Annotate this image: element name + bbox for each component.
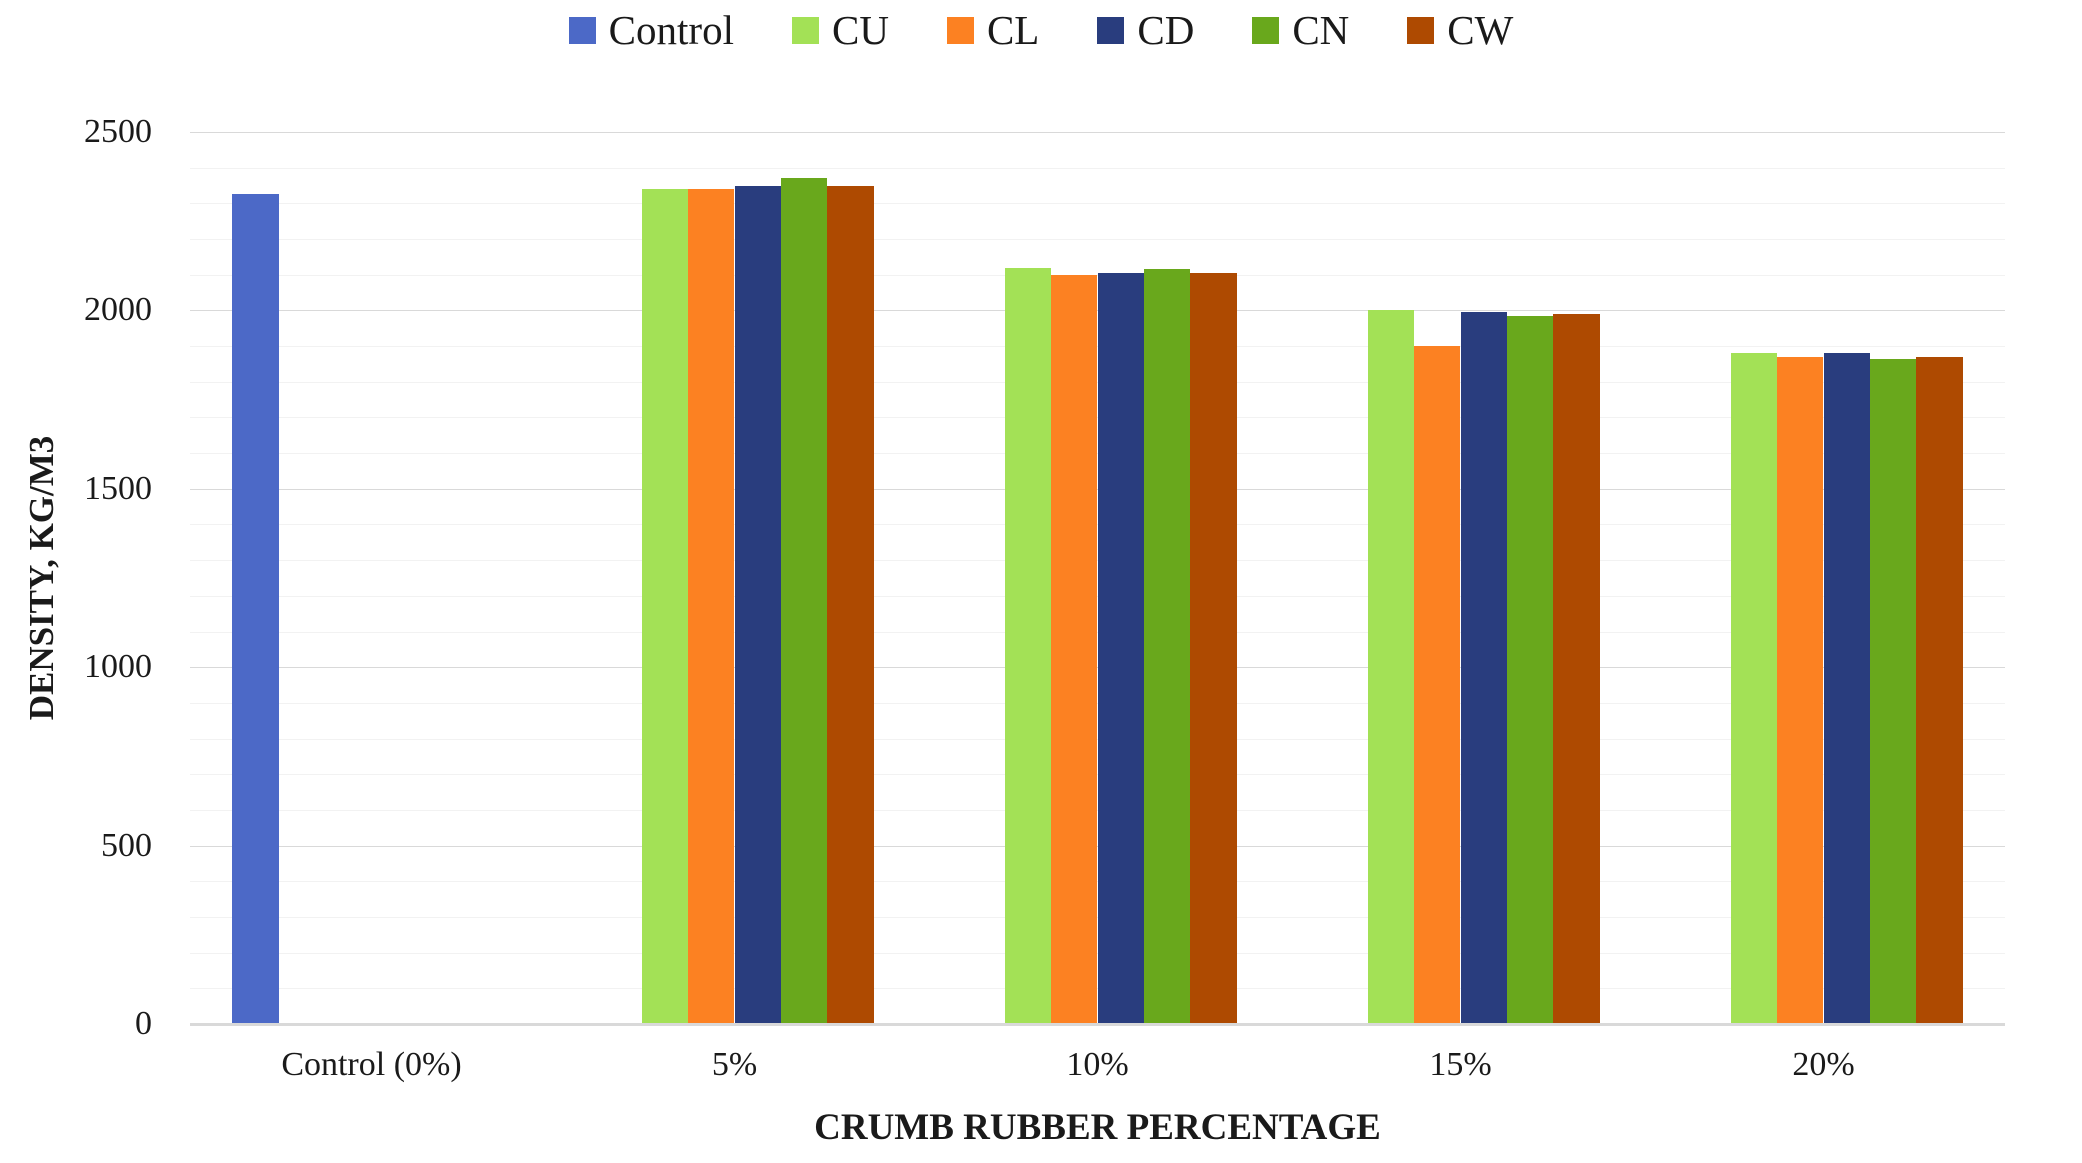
- bar-cl-15: [1414, 346, 1461, 1024]
- bar-cw-5: [827, 185, 874, 1024]
- y-tick-label-1500: 1500: [84, 469, 152, 507]
- legend-swatch-cn: [1252, 17, 1280, 44]
- legend-label: CD: [1137, 7, 1195, 53]
- y-tick-label-0: 0: [135, 1005, 152, 1042]
- y-tick-label-500: 500: [101, 826, 152, 864]
- bar-cn-20: [1869, 358, 1917, 1024]
- bar-control-control-0: [232, 194, 279, 1024]
- bar-cl-10: [1051, 274, 1098, 1024]
- bar-cn-10: [1143, 269, 1191, 1024]
- legend-item-cd: CD: [1097, 10, 1194, 51]
- y-tick-label-1000: 1000: [84, 648, 152, 686]
- y-axis-title: DENSITY, KG/M3: [22, 435, 61, 721]
- bar-cn-15: [1506, 315, 1554, 1024]
- bar-cd-15: [1460, 312, 1507, 1024]
- chart-legend: Control CU CL CD CN CW: [0, 10, 2082, 51]
- legend-item-control: Control: [568, 7, 734, 53]
- bar-cw-20: [1916, 356, 1963, 1024]
- x-tick-label-20: 20%: [1792, 1046, 1855, 1083]
- bar-cd-10: [1097, 272, 1144, 1024]
- x-tick-label-10: 10%: [1066, 1046, 1129, 1083]
- plot-area: [190, 132, 2005, 1024]
- x-tick-label-5: 5%: [711, 1046, 758, 1083]
- major-gridline-2500: [190, 132, 2005, 133]
- bar-cu-15: [1367, 310, 1415, 1024]
- legend-item-cu: CU: [791, 7, 889, 53]
- legend-item-cn: CN: [1252, 10, 1349, 51]
- legend-label: CW: [1447, 7, 1514, 53]
- legend-swatch-cw: [1407, 17, 1435, 44]
- minor-gridline-2200: [190, 239, 2005, 241]
- legend-label: CL: [986, 7, 1040, 53]
- legend-swatch-cl: [946, 17, 974, 44]
- bar-cu-5: [641, 189, 689, 1024]
- legend-swatch-cd: [1097, 17, 1125, 44]
- y-tick-label-2500: 2500: [84, 113, 152, 150]
- x-axis-title: CRUMB RUBBER PERCENTAGE: [814, 1107, 1381, 1148]
- bar-cw-15: [1553, 313, 1600, 1024]
- y-tick-label-2000: 2000: [84, 291, 152, 329]
- bar-cw-10: [1190, 272, 1237, 1024]
- bar-cu-20: [1730, 353, 1778, 1024]
- legend-swatch-cu: [791, 17, 819, 44]
- legend-label: CN: [1292, 7, 1350, 53]
- bar-cl-20: [1777, 356, 1824, 1024]
- x-tick-label-control-0: Control (0%): [281, 1046, 462, 1083]
- legend-label: Control: [608, 7, 734, 53]
- bar-cd-5: [734, 185, 781, 1024]
- legend-item-cw: CW: [1407, 10, 1513, 51]
- bar-cn-5: [780, 178, 828, 1024]
- legend-label: CU: [831, 7, 889, 53]
- minor-gridline-2400: [190, 167, 2005, 169]
- bar-cd-20: [1823, 353, 1870, 1024]
- bar-cu-10: [1004, 267, 1052, 1024]
- minor-gridline-2300: [190, 203, 2005, 205]
- x-axis-line: [190, 1023, 2005, 1026]
- legend-swatch-control: [568, 17, 596, 44]
- x-tick-label-15: 15%: [1429, 1046, 1492, 1083]
- bar-cl-5: [688, 189, 735, 1024]
- legend-item-cl: CL: [946, 7, 1040, 53]
